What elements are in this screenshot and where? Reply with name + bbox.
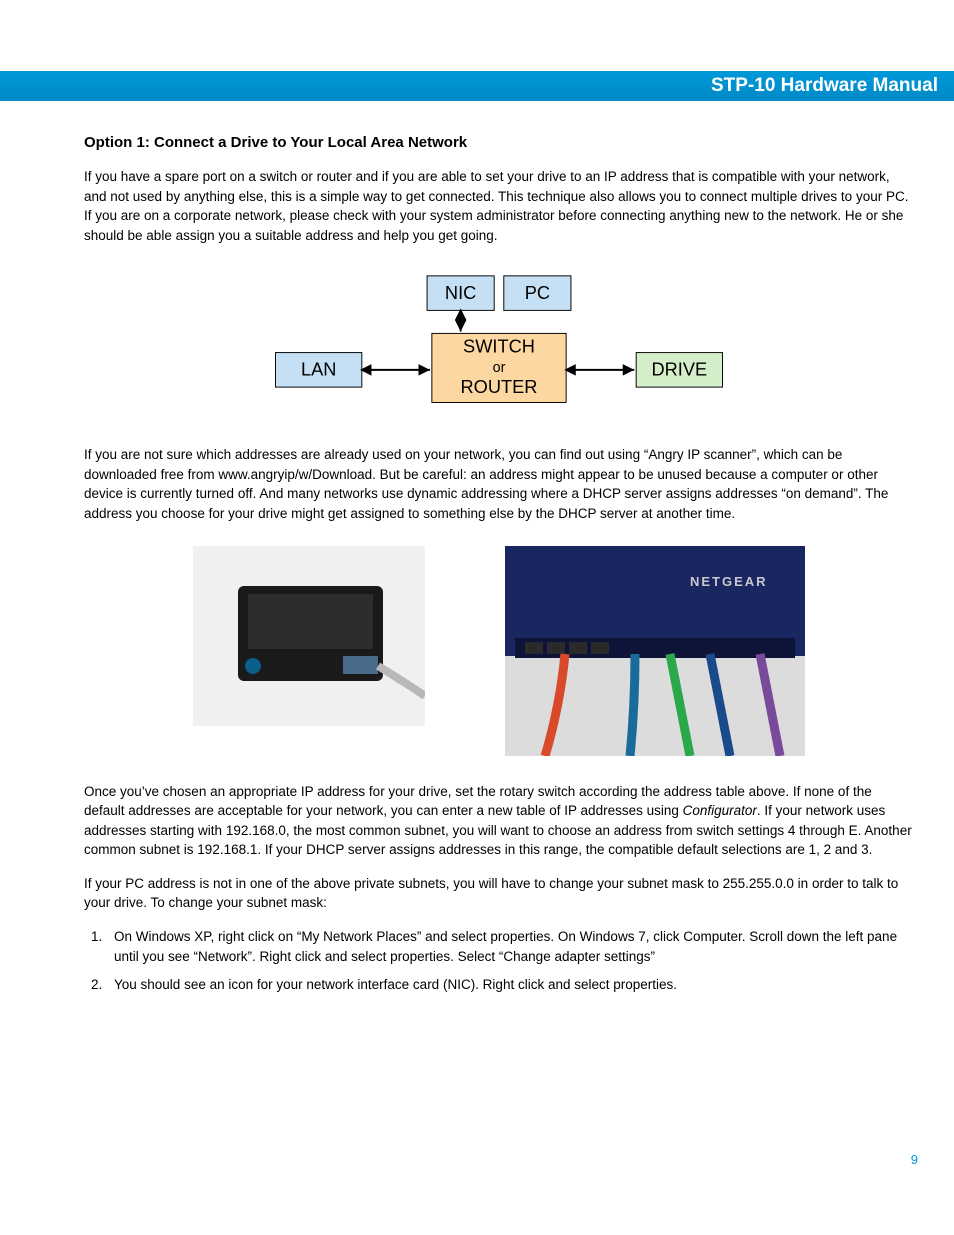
diagram-label-switch-3: ROUTER (461, 377, 538, 397)
diagram-label-nic: NIC (445, 283, 476, 303)
paragraph-1: If you have a spare port on a switch or … (84, 167, 914, 245)
paragraph-4: If your PC address is not in one of the … (84, 874, 914, 913)
drive-photo (193, 546, 425, 726)
paragraph-3: Once you’ve chosen an appropriate IP add… (84, 782, 914, 860)
switch-photo: NETGEAR (505, 546, 805, 756)
photo-row: NETGEAR (84, 546, 914, 756)
list-item: You should see an icon for your network … (106, 975, 914, 995)
paragraph-2: If you are not sure which addresses are … (84, 445, 914, 523)
page-content: Option 1: Connect a Drive to Your Local … (84, 134, 914, 1004)
diagram-label-switch-2: or (493, 360, 506, 376)
list-item: On Windows XP, right click on “My Networ… (106, 927, 914, 968)
para3-italic: Configurator (683, 803, 757, 818)
steps-list: On Windows XP, right click on “My Networ… (84, 927, 914, 996)
section-title: Option 1: Connect a Drive to Your Local … (84, 134, 914, 151)
diagram-label-drive: DRIVE (651, 360, 707, 380)
svg-text:NETGEAR: NETGEAR (690, 574, 768, 589)
network-diagram: NIC PC LAN SWITCH or ROUTER DRIVE (264, 263, 734, 423)
diagram-label-switch-1: SWITCH (463, 337, 535, 357)
header-band: STP-10 Hardware Manual (0, 71, 954, 101)
diagram-label-pc: PC (525, 283, 550, 303)
diagram-label-lan: LAN (301, 360, 336, 380)
header-title: STP-10 Hardware Manual (711, 75, 938, 97)
page-number: 9 (911, 1152, 918, 1167)
